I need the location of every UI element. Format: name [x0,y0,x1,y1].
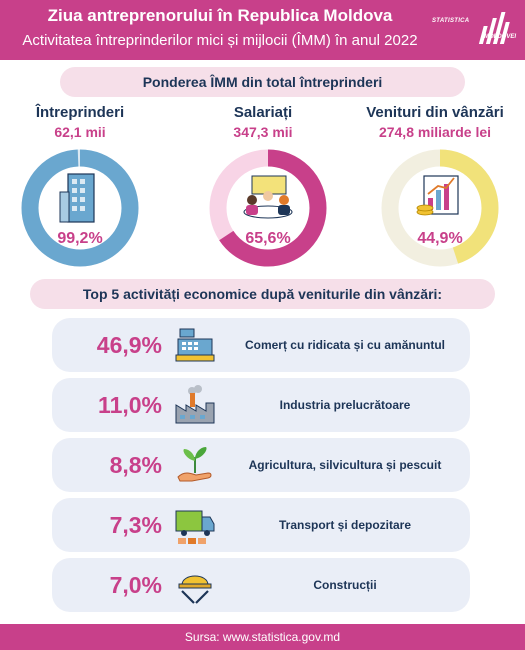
donut-arc [209,149,327,267]
truck-icon [175,510,215,544]
logo-text-bottom: MOLDOVEI [483,34,516,40]
factory-icon [175,385,215,424]
stat-revenue: Venituri din vânzări 274,8 miliarde lei [350,104,520,140]
stat-value: 274,8 miliarde lei [378,124,492,140]
activity-label: Construcții [313,578,377,592]
activity-row: 7,0% Construcții [52,558,470,612]
activity-label: Comerț cu ridicata și cu amănuntul [244,338,446,352]
section-share-title: Ponderea ÎMM din total întreprinderi [60,67,465,97]
stat-label: Salariați [233,104,293,121]
stat-value: 62,1 mii [54,124,106,140]
page-title: Ziua antreprenorului în Republica Moldov… [47,6,393,25]
cash-register-icon [175,328,215,362]
stat-label: Venituri din vânzări [366,104,504,121]
activity-label: Agricultura, silvicultura și pescuit [248,458,442,472]
donut-chart [21,149,139,267]
activity-percent: 7,3% [109,512,162,538]
stat-value: 347,3 mii [233,124,293,140]
activity-label: Industria prelucrătoare [279,398,411,412]
donut-chart [381,149,499,267]
donut-arc [21,149,139,267]
donut-enterprises: 99,2% [20,148,140,268]
hard-hat-icon [178,575,212,604]
statistica-logo: STATISTICA MOLDOVEI [432,10,520,54]
activity-row: 7,3% Transport și depozitare [52,498,470,552]
donut-percent: 44,9% [417,230,463,247]
donut-percent: 65,6% [245,230,291,247]
activity-row: 46,9% Comerț cu ridicata și cu amănuntul [52,318,470,372]
donut-revenue: 44,9% [380,148,500,268]
page-subtitle: Activitatea întreprinderilor mici și mij… [22,32,418,49]
activity-percent: 8,8% [109,452,162,478]
activity-percent: 46,9% [96,332,162,358]
source-footer: Sursa: www.statistica.gov.md [0,624,525,650]
activity-label: Transport și depozitare [278,518,412,532]
plant-hand-icon [177,447,212,482]
logo-text-top: STATISTICA [432,18,470,24]
donut-chart [209,149,327,267]
section-top5-title: Top 5 activități economice după venituri… [30,279,495,309]
donut-employees: 65,6% [208,148,328,268]
header-banner: Ziua antreprenorului în Republica Moldov… [0,0,525,60]
activity-percent: 7,0% [109,572,162,598]
activity-row: 8,8% Agricultura, silvicultura și pescui… [52,438,470,492]
activity-percent: 11,0% [98,392,162,418]
stat-enterprises: Întreprinderi 62,1 mii [0,104,165,140]
donut-arc [381,149,499,267]
office-building-icon [59,173,95,223]
employees-meeting-icon [243,175,293,219]
stat-employees: Salariați 347,3 mii [178,104,348,140]
activity-row: 11,0% Industria prelucrătoare [52,378,470,432]
donut-percent: 99,2% [57,230,103,247]
stat-label: Întreprinderi [35,104,125,121]
revenue-chart-icon [416,175,459,216]
